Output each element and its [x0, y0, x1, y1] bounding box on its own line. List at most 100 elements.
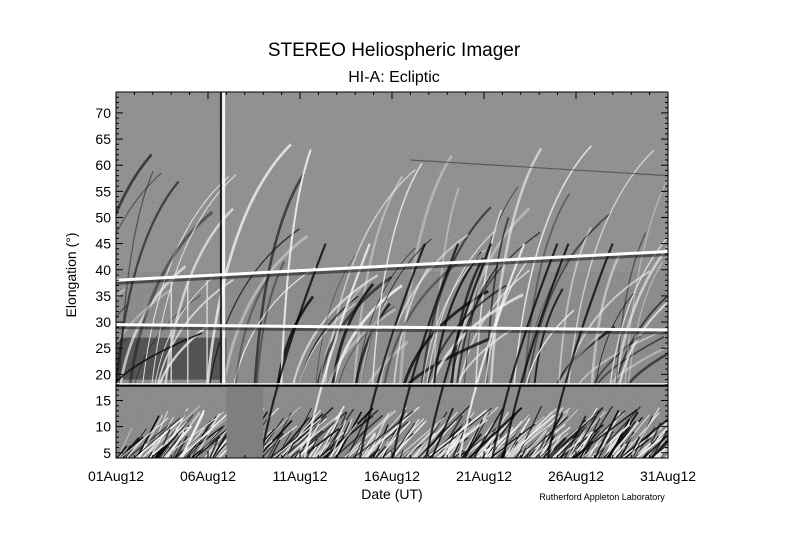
hi1-streak: [380, 412, 408, 458]
hi1-streak: [472, 419, 513, 458]
x-tick-label: 16Aug12: [364, 468, 420, 484]
hi1-streak: [399, 450, 404, 458]
hi1-streak: [523, 416, 569, 458]
streak-layer: [116, 92, 668, 458]
hi2-track: [558, 227, 592, 385]
hi1-streak: [612, 443, 627, 458]
hi1-streak: [374, 445, 387, 458]
hi2-track: [402, 289, 489, 386]
hi1-streak: [563, 415, 587, 458]
hi1-streak: [180, 409, 205, 458]
hi1-streak: [120, 417, 169, 458]
y-tick-label: 70: [95, 105, 111, 121]
hi1-streak: [521, 429, 547, 458]
hi2-track: [208, 228, 300, 385]
hi1-streak: [413, 411, 458, 458]
hi2-track: [116, 180, 180, 385]
hi1-streak: [552, 437, 575, 458]
hi1-streak: [497, 427, 521, 458]
cme-track: [425, 243, 493, 458]
x-tick-label: 26Aug12: [548, 468, 604, 484]
hi1-streak: [354, 435, 365, 458]
hi2-track: [383, 262, 458, 386]
hi1-streak: [651, 439, 668, 458]
hi2-track: [592, 334, 642, 386]
hi2-track: [276, 295, 315, 385]
hi2-track: [567, 149, 655, 385]
hi2-track: [142, 175, 230, 385]
hi1-streak: [185, 416, 217, 458]
hi2-track: [455, 326, 516, 386]
hi2-track: [489, 147, 543, 385]
y-tick-label: 20: [95, 366, 111, 382]
hi1-streak: [532, 409, 579, 458]
hi1-streak: [392, 418, 420, 458]
hi1-streak: [562, 411, 606, 458]
hi1-streak: [366, 412, 390, 458]
hi1-streak: [470, 431, 496, 458]
hi1-streak: [555, 408, 604, 458]
hi1-streak: [319, 423, 339, 458]
hi2-track: [452, 207, 531, 385]
y-tick-label: 25: [95, 340, 111, 356]
hi1-streak: [320, 449, 332, 458]
hi1-streak: [461, 433, 482, 458]
hi1-streak: [404, 420, 443, 458]
hi2-track: [116, 289, 172, 346]
hi1-streak: [560, 446, 568, 458]
x-tick-label: 06Aug12: [180, 468, 236, 484]
hi2-track: [609, 236, 668, 385]
y-tick-label: 65: [95, 131, 111, 147]
hi1-streak: [538, 451, 547, 458]
y-tick-label: 15: [95, 392, 111, 408]
hi1-streak: [436, 439, 455, 458]
hi1-streak: [317, 441, 330, 458]
hi1-streak: [154, 433, 179, 458]
chart-subtitle: HI-A: Ecliptic: [348, 69, 440, 86]
hi1-streak: [313, 416, 350, 458]
hi1-streak: [635, 442, 652, 458]
cme-track: [458, 243, 526, 458]
hi2-track: [523, 193, 571, 385]
hi1-streak: [159, 446, 170, 458]
x-axis-label: Date (UT): [361, 486, 422, 502]
hi2-track: [222, 234, 309, 386]
band-shadow: [116, 326, 668, 335]
hi1-streak: [602, 451, 610, 458]
hi1-streak: [133, 417, 181, 458]
hi1-streak: [593, 406, 641, 458]
hi2-track: [627, 261, 664, 385]
x-tick-label: 11Aug12: [272, 468, 327, 484]
hi2-track: [626, 352, 668, 386]
hi1-streak: [464, 428, 492, 458]
hi1-streak: [642, 433, 668, 458]
hi1-streak: [295, 437, 308, 458]
hi2-track: [134, 294, 201, 385]
credit-text: Rutherford Appleton Laboratory: [539, 492, 665, 502]
hi2-track: [558, 330, 606, 386]
hi1-streak: [147, 426, 189, 458]
y-tick-label: 35: [95, 288, 111, 304]
hi2-track: [456, 264, 500, 385]
hi1-streak: [581, 432, 614, 458]
y-tick-label: 60: [95, 157, 111, 173]
hi2-track: [526, 213, 611, 385]
hi2-track: [151, 174, 237, 385]
hi2-track: [608, 345, 668, 386]
hi2-track: [116, 153, 153, 218]
hi1-streak: [507, 407, 571, 458]
y-tick-label: 10: [95, 419, 111, 435]
hi1-streak: [306, 438, 318, 458]
hi2-track: [484, 261, 528, 385]
hi2-track: [613, 244, 668, 385]
hi2-track: [206, 143, 292, 385]
cme-track: [502, 243, 570, 458]
hi1-streak: [425, 409, 488, 458]
hi1-streak: [209, 439, 219, 458]
y-axis-label: Elongation (°): [63, 233, 79, 318]
hi1-streak: [396, 417, 445, 458]
hi1-streak: [539, 432, 569, 458]
hi1-streak: [606, 420, 637, 458]
feature-layer: [116, 159, 668, 458]
hi1-streak: [464, 439, 488, 458]
